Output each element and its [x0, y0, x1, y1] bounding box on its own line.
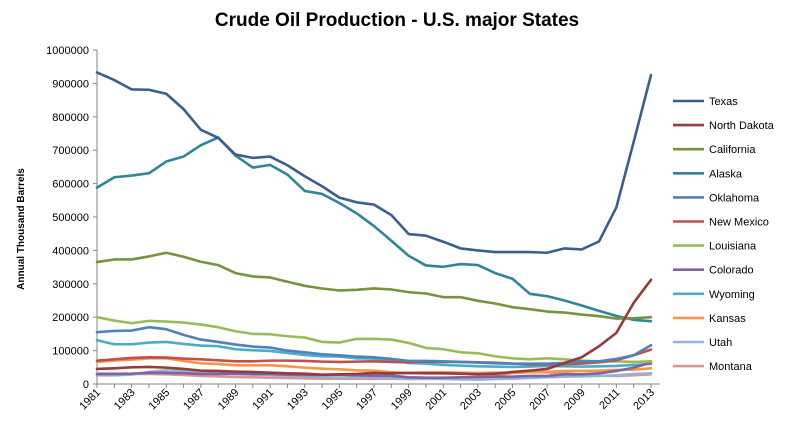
legend-label-alaska: Alaska [709, 168, 743, 180]
legend-label-utah: Utah [709, 337, 732, 349]
x-tick-label: 1983 [112, 387, 138, 413]
x-tick-label: 1989 [216, 387, 242, 413]
legend-label-louisiana: Louisiana [709, 241, 757, 253]
x-tick-label: 1995 [320, 387, 346, 413]
y-tick-label: 200000 [52, 312, 89, 324]
series-line-kansas [95, 356, 653, 375]
x-tick-label: 1987 [181, 387, 207, 413]
x-tick-label: 1993 [285, 387, 311, 413]
x-tick-label: 2013 [631, 387, 657, 413]
x-tick-label: 2007 [527, 387, 553, 413]
y-tick-label: 900000 [52, 78, 89, 90]
x-tick-label: 2001 [424, 387, 450, 413]
series-lines [95, 71, 653, 381]
x-tick-label: 2011 [597, 387, 622, 412]
x-tick-label: 1985 [147, 387, 173, 413]
legend-label-montana: Montana [709, 361, 753, 373]
y-tick-label: 800000 [52, 112, 89, 124]
x-tick-label: 1997 [354, 387, 380, 413]
y-tick-label: 500000 [52, 212, 89, 224]
legend-label-kansas: Kansas [709, 313, 746, 325]
legend-label-texas: Texas [709, 96, 738, 108]
legend-label-new-mexico: New Mexico [709, 217, 769, 229]
y-tick-label: 1000000 [46, 45, 89, 57]
y-tick-label: 700000 [52, 145, 89, 157]
y-axis-ticks: 0 100000 200000 300000 400000 500000 600000 700… [46, 45, 97, 391]
x-tick-label: 1991 [250, 387, 276, 413]
y-axis-title: Annual Thousand Barrels [16, 168, 27, 290]
legend-label-north-dakota: North Dakota [709, 120, 775, 132]
series-line-louisiana [95, 315, 653, 364]
x-tick-label: 2005 [493, 387, 519, 413]
series-line-texas [95, 71, 653, 255]
legend-label-california: California [709, 144, 756, 156]
x-tick-label: 2003 [458, 387, 484, 413]
chart-title: Crude Oil Production - U.S. major States [215, 10, 579, 31]
x-tick-label: 1999 [389, 387, 415, 413]
y-tick-label: 400000 [52, 245, 89, 257]
y-tick-label: 300000 [52, 279, 89, 291]
legend-label-oklahoma: Oklahoma [709, 192, 760, 204]
y-tick-label: 0 [83, 379, 89, 391]
y-tick-label: 100000 [52, 346, 89, 358]
series-line-oklahoma [95, 325, 653, 365]
series-line-colorado [95, 361, 653, 379]
legend-label-colorado: Colorado [709, 265, 754, 277]
series-line-north-dakota [95, 278, 653, 376]
x-tick-label: 2009 [562, 387, 588, 413]
legend: Texas North Dakota California Alaska Oklahom… [673, 96, 775, 373]
y-tick-label: 600000 [52, 179, 89, 191]
series-line-california [95, 251, 653, 320]
legend-label-wyoming: Wyoming [709, 289, 755, 301]
series-line-utah [95, 369, 653, 381]
x-axis-ticks: 1981 1983 1985 1987 1989 1991 1993 1995 1997 1999… [77, 384, 657, 412]
x-tick-label: 1981 [77, 387, 103, 413]
series-line-montana [95, 370, 653, 381]
series-line-alaska [95, 136, 653, 323]
